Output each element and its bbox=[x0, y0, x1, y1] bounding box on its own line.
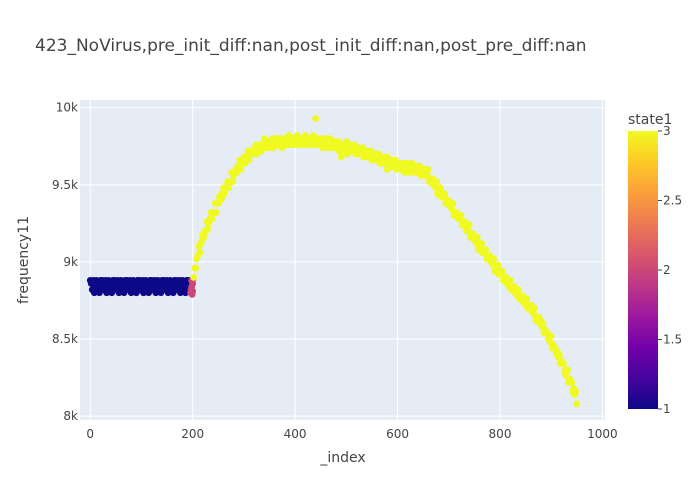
data-point bbox=[515, 286, 522, 294]
data-point bbox=[212, 209, 220, 216]
data-point bbox=[457, 212, 465, 220]
data-point bbox=[547, 332, 555, 340]
y-tick-label: 9.5k bbox=[52, 178, 78, 192]
data-point bbox=[196, 249, 204, 257]
colorbar-gradient bbox=[628, 131, 658, 409]
data-points bbox=[86, 115, 581, 408]
data-point bbox=[539, 320, 547, 328]
data-point bbox=[96, 289, 103, 297]
chart-title: 423_NoVirus,pre_init_diff:nan,post_init_… bbox=[35, 36, 587, 56]
data-point bbox=[157, 289, 165, 297]
colorbar-tick-label: 2.5 bbox=[663, 194, 682, 208]
data-point bbox=[225, 184, 232, 192]
y-axis-ticks: 8k 8.5k 9k 9.5k 10k bbox=[52, 101, 78, 423]
y-axis-title: frequency11 bbox=[16, 216, 32, 304]
colorbar-title: state1 bbox=[628, 112, 672, 128]
x-axis-ticks: 0 200 400 600 800 1000 bbox=[86, 427, 617, 441]
x-tick-label: 800 bbox=[489, 427, 512, 441]
y-tick-label: 10k bbox=[56, 101, 78, 115]
data-point bbox=[441, 190, 449, 198]
data-point bbox=[482, 246, 490, 253]
data-point bbox=[478, 240, 485, 247]
data-point bbox=[433, 178, 440, 186]
data-point bbox=[312, 115, 320, 122]
data-point bbox=[564, 366, 572, 374]
data-point bbox=[132, 289, 140, 297]
data-point bbox=[337, 153, 345, 161]
data-point bbox=[120, 289, 128, 297]
data-point bbox=[169, 289, 177, 297]
data-point bbox=[221, 190, 228, 198]
x-tick-label: 1000 bbox=[587, 427, 618, 441]
y-tick-label: 9k bbox=[63, 255, 78, 269]
data-point bbox=[449, 199, 457, 207]
colorbar-tick-label: 1.5 bbox=[663, 333, 682, 347]
x-tick-label: 200 bbox=[181, 427, 204, 441]
colorbar-tick-label: 2 bbox=[663, 263, 671, 277]
colorbar-ticks: 1 1.5 2 2.5 3 bbox=[658, 124, 682, 416]
data-point bbox=[229, 178, 237, 186]
data-point bbox=[200, 233, 208, 241]
colorbar-tick-label: 1 bbox=[663, 402, 671, 416]
data-point bbox=[189, 280, 197, 287]
data-point bbox=[498, 267, 506, 275]
data-point bbox=[208, 215, 216, 223]
data-point bbox=[437, 184, 444, 192]
gridlines bbox=[80, 100, 605, 420]
data-point bbox=[572, 388, 580, 395]
data-point bbox=[108, 289, 116, 297]
data-point bbox=[204, 224, 212, 232]
data-point bbox=[383, 165, 391, 173]
data-point bbox=[506, 277, 514, 284]
y-tick-label: 8.5k bbox=[52, 332, 78, 346]
x-tick-label: 0 bbox=[86, 427, 94, 441]
data-point bbox=[237, 165, 245, 173]
data-point bbox=[523, 295, 531, 303]
x-axis-title: _index bbox=[319, 450, 365, 466]
data-point bbox=[531, 304, 539, 312]
data-point bbox=[568, 378, 576, 386]
colorbar-tick-label: 3 bbox=[663, 124, 671, 138]
data-point bbox=[190, 273, 198, 281]
data-point bbox=[573, 400, 581, 408]
data-point bbox=[556, 351, 563, 358]
x-tick-label: 600 bbox=[386, 427, 409, 441]
data-point bbox=[465, 221, 473, 229]
data-point bbox=[560, 360, 567, 368]
data-point bbox=[474, 233, 481, 241]
y-tick-label: 8k bbox=[63, 409, 78, 423]
x-tick-label: 400 bbox=[284, 427, 307, 441]
data-point bbox=[192, 264, 200, 272]
data-point bbox=[145, 289, 153, 297]
data-point bbox=[490, 255, 498, 263]
data-point bbox=[245, 156, 253, 164]
data-point bbox=[424, 165, 432, 173]
data-point bbox=[182, 289, 189, 297]
colorbar: state1 1 1.5 2 2.5 3 bbox=[628, 112, 682, 416]
data-point bbox=[494, 261, 502, 269]
